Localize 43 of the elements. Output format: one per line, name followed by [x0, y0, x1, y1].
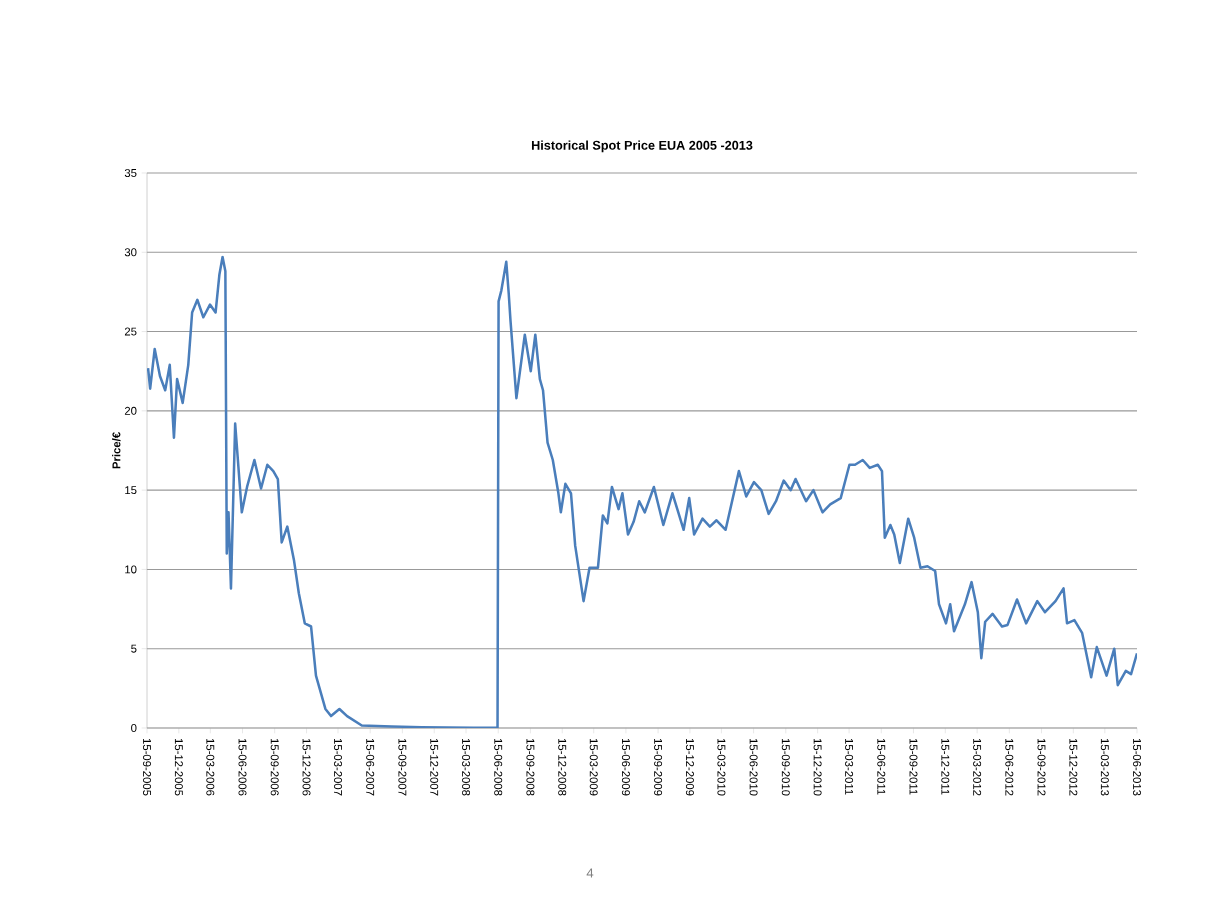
x-tick-label: 15-12-2008 — [558, 738, 567, 796]
x-tick-label: 15-12-2007 — [430, 738, 439, 796]
y-tick-label: 15 — [125, 486, 137, 495]
y-axis-title: Price/€ — [112, 432, 121, 469]
y-tick-label: 10 — [125, 565, 137, 574]
text: 4 — [586, 868, 594, 878]
x-tick-label: 15-03-2008 — [462, 738, 471, 796]
x-tick-label: 15-09-2012 — [1037, 738, 1046, 796]
x-tick-label: 15-03-2009 — [589, 738, 598, 796]
x-tick-label: 15-12-2010 — [813, 738, 822, 796]
y-tick-label: 30 — [124, 248, 137, 257]
x-tick-label: 15-06-2006 — [238, 738, 247, 796]
x-tick-label: 15-09-2007 — [398, 738, 407, 796]
x-tick-label: 15-06-2013 — [1133, 738, 1142, 796]
x-tick-label: 15-06-2012 — [1005, 738, 1014, 796]
y-tick-label: 25 — [124, 327, 137, 336]
x-tick-label: 15-12-2006 — [302, 738, 311, 796]
x-tick-label: 15-06-2010 — [749, 738, 758, 796]
x-tick-label: 15-12-2009 — [685, 738, 694, 796]
x-tick-label: 15-09-2006 — [270, 738, 279, 796]
x-tick-label: 15-12-2012 — [1069, 738, 1078, 796]
x-tick-label: 15-12-2011 — [941, 738, 950, 795]
x-tick-label: 15-06-2011 — [877, 738, 886, 795]
x-tick-label: 15-09-2011 — [909, 738, 918, 795]
y-tick-label: 35 — [124, 168, 137, 177]
x-tick-label: 15-03-2012 — [973, 738, 982, 796]
x-tick-label: 15-03-2013 — [1100, 738, 1109, 796]
x-tick-label: 15-12-2005 — [174, 738, 183, 796]
y-tick-label: 20 — [124, 406, 137, 415]
y-tick-label: 0 — [131, 723, 137, 732]
x-tick-label: 15-09-2008 — [526, 738, 535, 796]
x-tick-label: 15-06-2009 — [621, 738, 630, 796]
x-tick-label: 15-06-2007 — [366, 738, 375, 796]
x-tick-label: 15-03-2011 — [845, 738, 854, 795]
x-tick-label: 15-03-2006 — [206, 738, 215, 796]
chart-title: Historical Spot Price EUA 2005 -2013 — [531, 140, 753, 153]
x-tick-label: 15-03-2007 — [334, 738, 343, 796]
x-tick-label: 15-09-2005 — [143, 738, 152, 796]
x-tick-label: 15-09-2010 — [781, 738, 790, 796]
x-tick-label: 15-03-2010 — [717, 738, 726, 796]
x-tick-label: 15-09-2009 — [654, 738, 663, 796]
x-tick-label: 15-06-2008 — [494, 738, 503, 796]
y-tick-label: 5 — [131, 644, 137, 653]
